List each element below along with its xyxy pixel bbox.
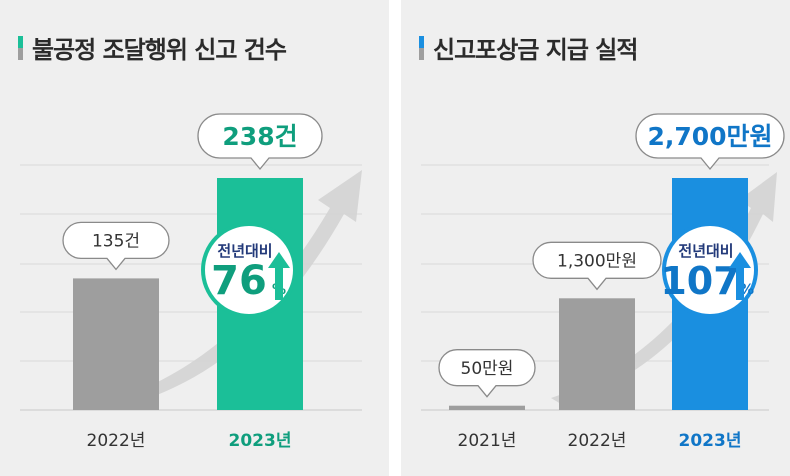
trend-arrow-icon: [120, 170, 362, 404]
badge-circle: [201, 222, 297, 318]
badge-value: 107: [660, 259, 739, 303]
chart-title-rewards: 신고포상금 지급 실적: [433, 36, 638, 64]
value-label: 1,300만원: [557, 251, 637, 271]
title-marker-icon: [18, 36, 23, 60]
value-label: 135건: [92, 232, 140, 252]
chart-title-reports: 불공정 조달행위 신고 건수: [32, 36, 287, 64]
value-label: 2,700만원: [647, 122, 772, 151]
chart-panel-rewards: 신고포상금 지급 실적 2021년 50만원 2022년 1,300만원 2023년 2,…: [401, 0, 790, 476]
category-label: 2021년: [458, 431, 517, 451]
value-label-bubble: 238건: [197, 113, 323, 171]
trend-arrow-icon: [551, 172, 777, 404]
bubble-shape: [197, 113, 323, 171]
value-label-bubble: 50만원: [438, 349, 536, 398]
category-label: 2023년: [229, 431, 292, 451]
up-arrow-icon: [729, 252, 751, 300]
category-label: 2022년: [568, 431, 627, 451]
bar-2022년: [559, 298, 635, 410]
bar-2021년: [449, 405, 525, 410]
up-arrow-icon: [268, 252, 290, 300]
bubble-shape: [532, 241, 662, 291]
category-label: 2022년: [87, 431, 146, 451]
value-label: 50만원: [461, 359, 514, 379]
title-marker-icon: [419, 36, 424, 60]
value-label-bubble: 135건: [62, 221, 170, 271]
badge-label: 전년대비: [217, 242, 272, 260]
badge-value: 76: [211, 258, 267, 304]
bubble-shape: [438, 349, 536, 398]
value-label: 238건: [222, 122, 297, 151]
badge-label: 전년대비: [678, 242, 733, 260]
bar-chart-rewards: 2021년 50만원 2022년 1,300만원 2023년 2,700만원전년대비107…: [421, 113, 785, 451]
bar-2022년: [73, 278, 159, 410]
bubble-shape: [635, 113, 785, 171]
bubble-shape: [62, 221, 170, 271]
value-label-bubble: 1,300만원: [532, 241, 662, 291]
badge-circle: [662, 222, 758, 318]
value-label-bubble: 2,700만원: [635, 113, 785, 171]
category-label: 2023년: [679, 431, 742, 451]
